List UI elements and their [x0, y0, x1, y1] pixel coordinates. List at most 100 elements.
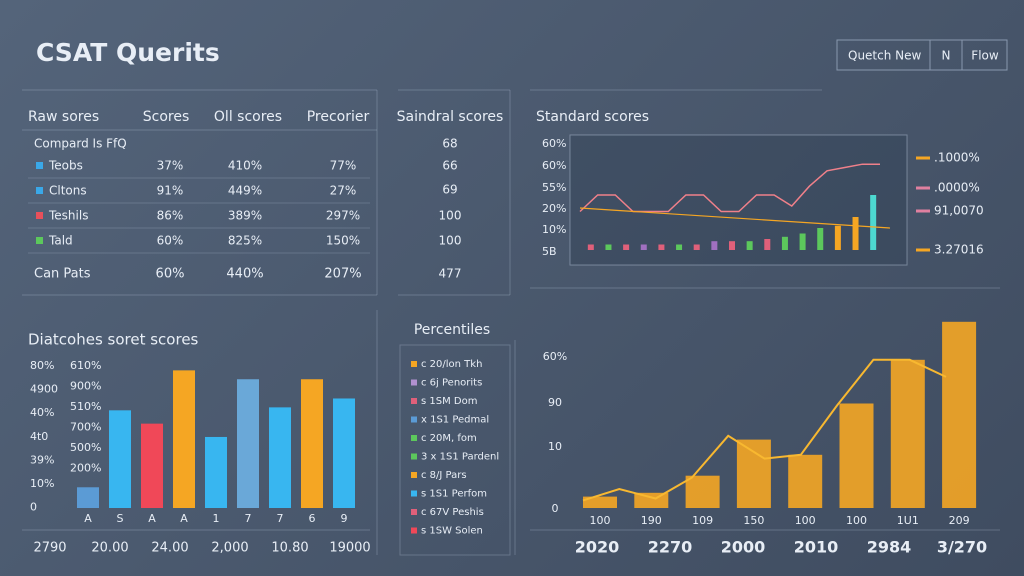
legend-label: s 1SM Dom	[421, 396, 477, 407]
legend-swatch	[411, 435, 417, 441]
y-label: 510%	[70, 400, 101, 413]
bar	[676, 244, 683, 250]
legend-label: c 20/lon Tkh	[421, 359, 482, 370]
bar	[205, 436, 227, 508]
x-label: 100	[590, 514, 611, 527]
row-marker	[36, 162, 43, 169]
column-header: Raw sores	[28, 109, 99, 125]
bar	[109, 410, 131, 508]
column-header: Saindral scores	[397, 109, 504, 125]
bar	[781, 236, 788, 250]
legend-label: x 1S1 Pedmal	[421, 415, 489, 426]
cell: 77%	[330, 159, 357, 173]
x-label: 109	[692, 514, 713, 527]
y-label: 90	[548, 396, 562, 409]
bar	[685, 475, 720, 508]
y-label: 4t0	[30, 430, 48, 443]
y-label: 55%	[542, 181, 566, 194]
bar	[173, 370, 195, 508]
bar	[839, 403, 874, 508]
cell: 91%	[157, 184, 184, 198]
legend-label: s 1SW Solen	[421, 526, 483, 537]
x-label: 100	[795, 514, 816, 527]
row-marker	[36, 187, 43, 194]
bar	[729, 241, 735, 250]
bar	[764, 239, 771, 250]
footer-label: 10.80	[271, 541, 308, 556]
cell: 60%	[156, 267, 185, 282]
legend-label: .0000%	[934, 181, 980, 195]
bar	[583, 496, 617, 508]
bar	[623, 244, 630, 250]
cell: 477	[439, 267, 462, 281]
footer-label: 3/270	[937, 538, 987, 557]
x-label: 209	[949, 514, 970, 527]
panel-lines	[22, 89, 1000, 556]
column-header: Oll scores	[214, 109, 282, 125]
y-label: 0	[552, 502, 559, 515]
legend-swatch	[411, 490, 417, 497]
y-label: 40%	[30, 406, 54, 419]
footer-label: 2984	[867, 538, 912, 557]
bar	[269, 407, 291, 508]
y-label: 5B	[542, 245, 557, 258]
x-label: 190	[641, 514, 662, 527]
y-label: 200%	[70, 462, 101, 475]
y-label: 4900	[30, 383, 58, 396]
cell: 389%	[228, 209, 262, 223]
legend-label: .1000%	[934, 151, 980, 165]
x-label: S	[117, 512, 124, 525]
panel-title: Standard scores	[536, 109, 649, 125]
footer-label: 2000	[721, 538, 766, 557]
legend-swatch	[411, 416, 417, 423]
cell: 825%	[228, 234, 262, 248]
footer-label: 2010	[794, 538, 839, 557]
legend-label: c 20M, fom	[421, 433, 477, 444]
button[interactable]: N	[942, 49, 951, 63]
cell: 60%	[157, 234, 184, 248]
x-label: 1	[213, 512, 220, 525]
cell: 100	[439, 234, 462, 248]
cell: Cltons	[49, 184, 87, 198]
footer-label: 20.00	[91, 541, 128, 556]
line	[582, 358, 947, 502]
footer-label: 2,000	[211, 541, 248, 556]
bar	[852, 217, 859, 250]
y-label: 60%	[543, 350, 567, 363]
bar	[746, 241, 753, 250]
x-label: A	[84, 512, 92, 525]
bar	[788, 454, 823, 508]
button[interactable]: Quetch New	[848, 49, 922, 63]
bar	[640, 244, 647, 250]
legend-label: c 6j Penorits	[421, 378, 482, 389]
x-label: 6	[309, 512, 316, 525]
chart-frame	[569, 134, 908, 266]
button[interactable]: Flow	[971, 49, 999, 63]
footer-label: 2020	[575, 538, 620, 557]
legend-label: 3.27016	[934, 243, 984, 257]
legend-label: 91,0070	[934, 204, 984, 218]
panel-title: Percentiles	[414, 322, 490, 338]
bar	[942, 321, 977, 508]
cell: 297%	[326, 209, 360, 223]
cell: 68	[442, 137, 457, 151]
bar	[711, 241, 718, 250]
row-marker	[36, 237, 43, 244]
bar	[605, 244, 612, 250]
y-label: 39%	[30, 453, 54, 466]
bar	[693, 244, 700, 250]
bar	[587, 244, 594, 250]
x-label: 100	[846, 514, 867, 527]
bar	[658, 244, 665, 250]
cell: Teobs	[48, 159, 83, 173]
footer-label: 24.00	[151, 541, 188, 556]
bar	[237, 379, 259, 508]
toolbar	[836, 39, 1008, 71]
bar	[799, 233, 806, 250]
column-header: Scores	[143, 109, 190, 125]
title: CSAT Querits	[36, 38, 220, 67]
x-label: A	[148, 512, 156, 525]
x-label: 7	[277, 512, 284, 525]
cell: 69	[442, 183, 457, 197]
